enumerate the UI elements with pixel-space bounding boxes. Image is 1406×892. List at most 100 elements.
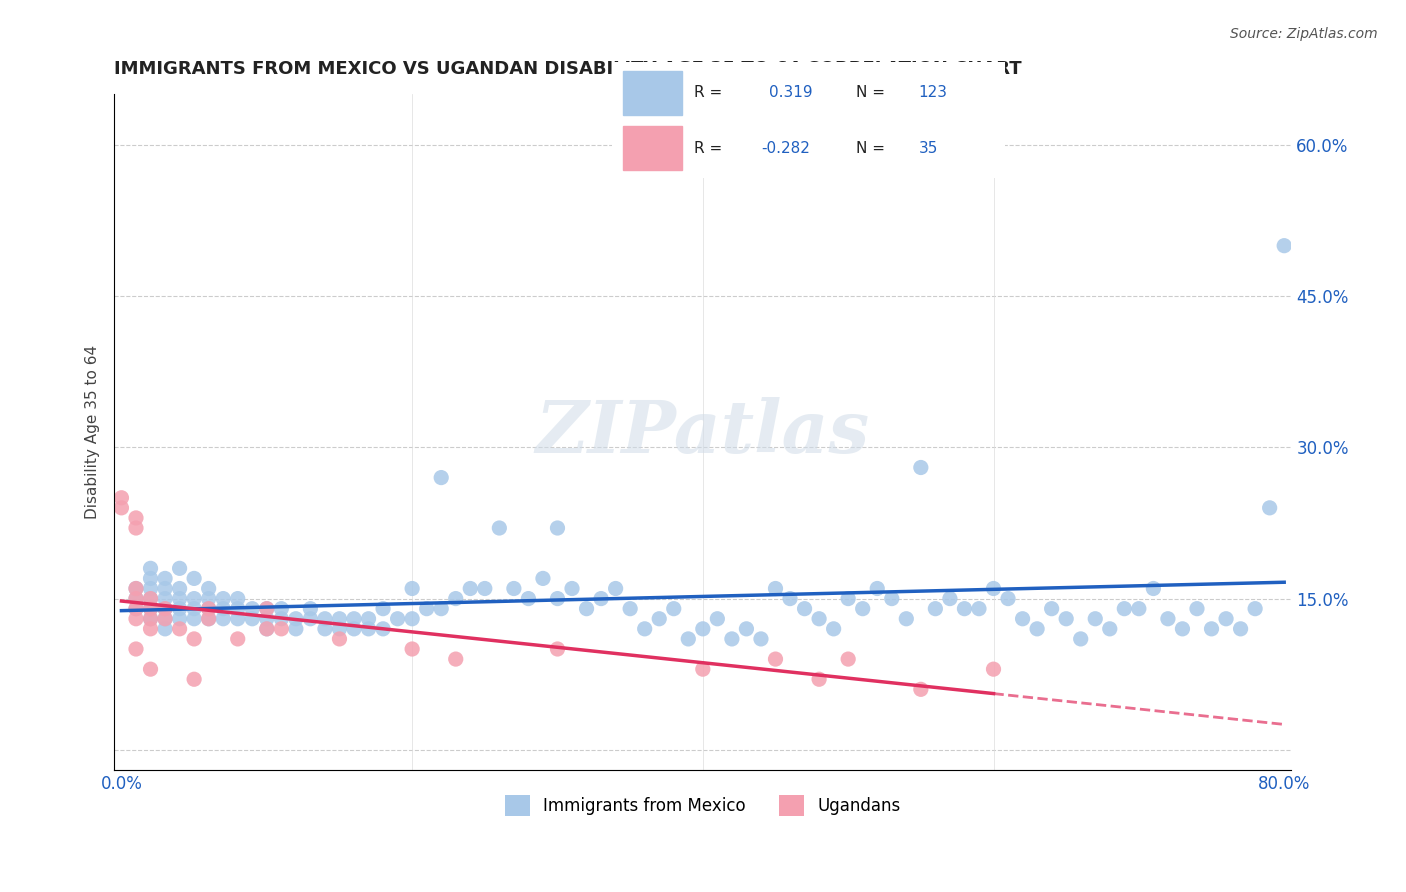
Point: [547, 591, 569, 606]
Point: [153, 622, 176, 636]
Point: [139, 591, 162, 606]
Point: [125, 582, 148, 596]
Point: [779, 591, 801, 606]
Point: [1201, 622, 1223, 636]
Point: [401, 582, 423, 596]
Point: [997, 591, 1019, 606]
Point: [1026, 622, 1049, 636]
Point: [1229, 622, 1251, 636]
Point: [110, 491, 132, 505]
Point: [125, 601, 148, 615]
Point: [314, 622, 336, 636]
Point: [357, 622, 380, 636]
Text: 123: 123: [918, 85, 948, 100]
Point: [808, 612, 831, 626]
Point: [139, 601, 162, 615]
Point: [153, 582, 176, 596]
Point: [1084, 612, 1107, 626]
Point: [1040, 601, 1063, 615]
Point: [648, 612, 671, 626]
Point: [314, 612, 336, 626]
Point: [1114, 601, 1136, 615]
Point: [169, 612, 191, 626]
Point: [1054, 612, 1077, 626]
Point: [1258, 500, 1281, 515]
Point: [240, 601, 263, 615]
Point: [328, 622, 350, 636]
Point: [1070, 632, 1092, 646]
Point: [183, 612, 205, 626]
Point: [823, 622, 845, 636]
Point: [1185, 601, 1208, 615]
Point: [284, 612, 307, 626]
Point: [531, 571, 554, 585]
Point: [169, 601, 191, 615]
Text: N =: N =: [856, 141, 884, 156]
Point: [226, 601, 249, 615]
Bar: [623, 126, 682, 170]
Point: [488, 521, 510, 535]
Point: [256, 612, 278, 626]
Point: [371, 601, 394, 615]
Point: [837, 591, 859, 606]
Point: [153, 612, 176, 626]
Point: [299, 601, 322, 615]
Point: [910, 682, 932, 697]
Point: [765, 652, 787, 666]
Point: [458, 582, 481, 596]
Point: [139, 612, 162, 626]
Point: [939, 591, 962, 606]
Point: [256, 601, 278, 615]
Text: R =: R =: [695, 141, 723, 156]
Point: [735, 622, 758, 636]
Point: [852, 601, 875, 615]
Point: [1011, 612, 1033, 626]
Point: [983, 582, 1005, 596]
Point: [169, 561, 191, 575]
Point: [765, 582, 787, 596]
Point: [1272, 238, 1295, 252]
Point: [169, 591, 191, 606]
Point: [183, 591, 205, 606]
Point: [401, 612, 423, 626]
Point: [183, 571, 205, 585]
Point: [1288, 601, 1310, 615]
Point: [415, 601, 437, 615]
Point: [387, 612, 409, 626]
Point: [430, 601, 453, 615]
Point: [343, 622, 366, 636]
Text: 0.319: 0.319: [769, 85, 813, 100]
Point: [139, 582, 162, 596]
Point: [299, 612, 322, 626]
Point: [328, 612, 350, 626]
Point: [226, 612, 249, 626]
Point: [1302, 601, 1324, 615]
Point: [212, 591, 235, 606]
Point: [401, 642, 423, 657]
Point: [444, 591, 467, 606]
Point: [1171, 622, 1194, 636]
Point: [591, 591, 613, 606]
Point: [270, 601, 292, 615]
Point: [357, 612, 380, 626]
Bar: [623, 70, 682, 114]
Point: [1244, 601, 1267, 615]
Point: [212, 601, 235, 615]
Point: [125, 612, 148, 626]
Text: ZIPatlas: ZIPatlas: [536, 397, 870, 467]
Point: [692, 662, 714, 676]
Text: N =: N =: [856, 85, 884, 100]
Point: [866, 582, 889, 596]
Point: [924, 601, 946, 615]
Point: [226, 632, 249, 646]
Point: [1142, 582, 1164, 596]
Text: IMMIGRANTS FROM MEXICO VS UGANDAN DISABILITY AGE 35 TO 64 CORRELATION CHART: IMMIGRANTS FROM MEXICO VS UGANDAN DISABI…: [114, 60, 1022, 78]
Point: [183, 672, 205, 686]
Point: [125, 521, 148, 535]
Point: [183, 632, 205, 646]
Point: [561, 582, 583, 596]
Point: [619, 601, 641, 615]
Point: [226, 591, 249, 606]
Point: [169, 582, 191, 596]
Point: [605, 582, 627, 596]
